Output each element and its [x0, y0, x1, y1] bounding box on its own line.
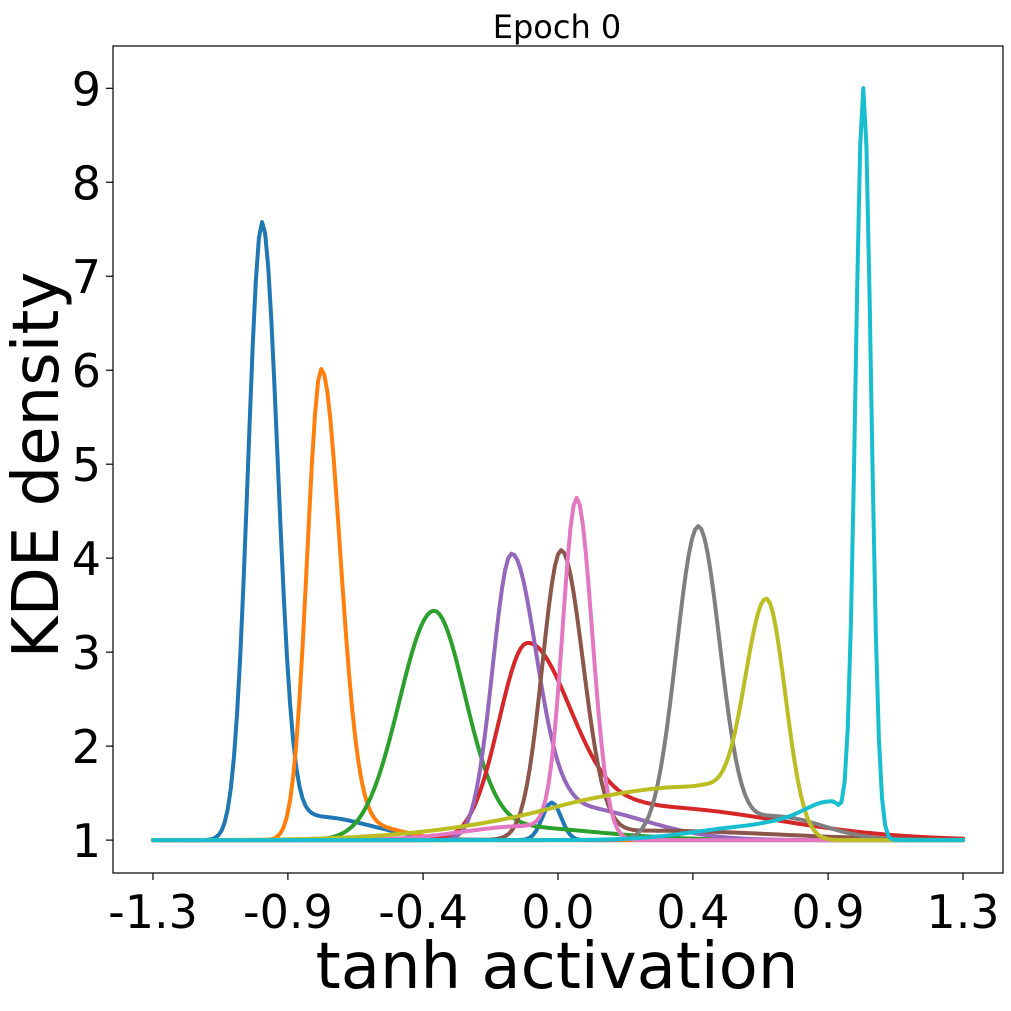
y-axis: 1 2 3 4 5 6 7 8 9: [72, 62, 113, 868]
chart-title: Epoch 0: [493, 8, 622, 46]
y-tick-label: 2: [72, 720, 101, 774]
y-tick-label: 9: [72, 62, 101, 116]
x-tick-label: -1.3: [108, 885, 198, 939]
y-axis-label: KDE density: [0, 272, 74, 659]
y-tick-label: 5: [72, 438, 101, 492]
kde-curve-series-2: [151, 367, 965, 843]
x-tick-label: 0.4: [656, 885, 729, 939]
x-axis: -1.3 -0.9 -0.4 0.0 0.4 0.9 1.3: [108, 873, 1000, 939]
x-tick-label: 1.3: [926, 885, 999, 939]
x-axis-label: tanh activation: [316, 930, 799, 1004]
x-tick-label: 0.0: [521, 885, 594, 939]
y-tick-label: 3: [72, 626, 101, 680]
y-tick-label: 8: [72, 156, 101, 210]
x-tick-label: -0.9: [243, 885, 333, 939]
y-tick-label: 4: [72, 532, 101, 586]
y-tick-label: 7: [72, 250, 101, 304]
x-tick-label: 0.9: [792, 885, 865, 939]
x-tick-label: -0.4: [378, 885, 468, 939]
y-tick-label: 1: [72, 814, 101, 868]
kde-curve-series-10: [151, 86, 965, 843]
y-tick-label: 6: [72, 344, 101, 398]
kde-curve-series-1: [151, 220, 965, 843]
series-layer: [151, 86, 965, 843]
kde-curve-series-7: [151, 495, 965, 843]
